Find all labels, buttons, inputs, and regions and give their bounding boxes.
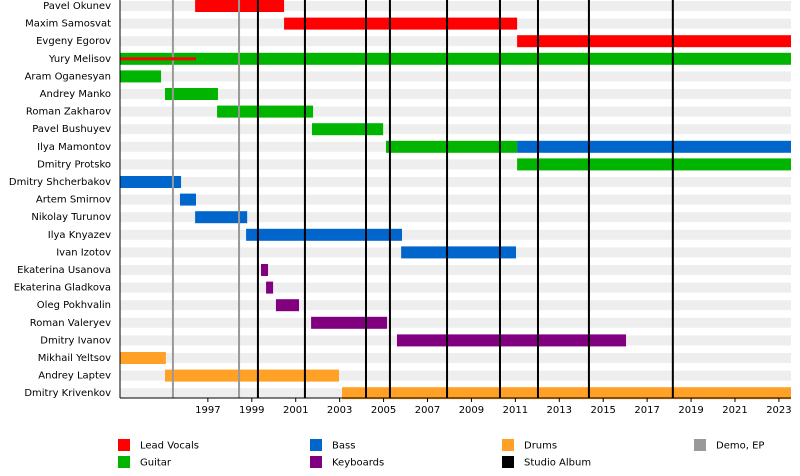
- member-label: Ilya Mamontov: [37, 142, 111, 153]
- x-tick-label: 2015: [590, 405, 615, 416]
- x-tick-label: 2021: [722, 405, 747, 416]
- legend-label: Drums: [524, 441, 557, 452]
- x-tick-label: 2005: [371, 405, 396, 416]
- member-bar: [217, 105, 314, 118]
- x-tick-label: 2007: [415, 405, 440, 416]
- member-bar: [120, 176, 182, 188]
- member-label: Artem Smirnov: [36, 195, 111, 206]
- x-tick-label: 2003: [327, 405, 352, 416]
- member-bar: [284, 17, 518, 30]
- member-label: Roman Valeryev: [30, 318, 111, 329]
- row-stripe: [120, 177, 791, 187]
- member-label: Ekaterina Gladkova: [14, 283, 111, 294]
- member-bar: [311, 316, 388, 329]
- member-label: Pavel Okunev: [43, 1, 111, 12]
- member-bar: [165, 369, 339, 382]
- member-label: Dmitry Protsko: [37, 159, 111, 170]
- legend-label: Demo, EP: [716, 441, 764, 452]
- row-stripe: [120, 71, 791, 82]
- x-tick-label: 2001: [283, 405, 308, 416]
- x-tick-label: 2019: [678, 405, 703, 416]
- member-bar: [246, 228, 403, 241]
- legend-label: Keyboards: [332, 458, 384, 469]
- member-bar: [517, 140, 791, 153]
- member-label: Mikhail Yeltsov: [38, 353, 111, 364]
- x-tick-label: 2013: [547, 405, 572, 416]
- row-stripe: [120, 36, 791, 47]
- member-label: Ilya Knyazev: [48, 230, 111, 241]
- member-label: Andrey Laptev: [38, 371, 111, 382]
- member-bar: [165, 88, 218, 100]
- legend-swatch: [118, 456, 130, 468]
- member-label: Nikolay Turunov: [31, 212, 111, 223]
- row-stripe: [120, 300, 791, 311]
- row-stripe: [120, 282, 791, 293]
- member-label: Dmitry Shcherbakov: [9, 177, 111, 188]
- legend-label: Bass: [332, 441, 355, 452]
- x-tick-label: 2011: [503, 405, 528, 416]
- row-stripe: [120, 159, 791, 170]
- row-stripe: [120, 370, 791, 381]
- row-stripe: [120, 353, 791, 363]
- legend-swatch: [118, 439, 130, 451]
- x-tick-label: 1997: [195, 405, 220, 416]
- member-bar: [401, 246, 517, 259]
- row-stripe: [120, 194, 791, 205]
- member-bar: [311, 123, 384, 136]
- row-stripe: [120, 212, 791, 223]
- legend-label: Lead Vocals: [140, 441, 199, 452]
- row-stripe: [120, 124, 791, 135]
- member-bar: [266, 281, 274, 294]
- member-bar: [120, 52, 791, 65]
- row-stripe: [120, 229, 791, 240]
- x-tick-label: 2009: [459, 405, 484, 416]
- row-stripe: [120, 106, 791, 117]
- member-bar: [179, 193, 196, 206]
- x-tick-label: 2017: [634, 405, 659, 416]
- member-bar: [275, 299, 300, 312]
- legend-swatch: [310, 439, 322, 451]
- member-bar: [517, 158, 791, 171]
- row-stripe: [120, 265, 791, 275]
- legend-swatch: [694, 439, 706, 451]
- row-stripe: [120, 1, 791, 11]
- member-label: Oleg Pokhvalin: [37, 300, 111, 311]
- row-stripe: [120, 89, 791, 99]
- member-label: Ekaterina Usanova: [17, 265, 111, 276]
- member-bar: [120, 70, 162, 83]
- member-label: Roman Zakharov: [26, 107, 111, 118]
- member-label: Dmitry Krivenkov: [24, 388, 111, 399]
- legend-label: Studio Album: [524, 458, 591, 469]
- legend-swatch: [502, 439, 514, 451]
- member-bar: [396, 334, 627, 347]
- x-tick-label: 1999: [239, 405, 264, 416]
- member-bar: [517, 35, 791, 48]
- member-bar: [385, 140, 518, 153]
- member-bar: [120, 352, 166, 364]
- row-stripe: [120, 317, 791, 328]
- legend-swatch: [310, 456, 322, 468]
- legend-swatch: [502, 456, 514, 468]
- member-label: Andrey Manko: [40, 89, 111, 100]
- member-label: Ivan Izotov: [56, 247, 111, 258]
- member-bar: [342, 387, 791, 400]
- legend-label: Guitar: [140, 458, 172, 469]
- member-label: Pavel Bushuyev: [32, 124, 111, 135]
- member-bar: [195, 211, 248, 224]
- member-label: Maxim Samosvat: [25, 19, 111, 30]
- member-label: Evgeny Egorov: [36, 36, 111, 47]
- member-label: Yury Melisov: [48, 54, 111, 65]
- member-label: Dmitry Ivanov: [40, 335, 111, 346]
- x-tick-label: 2023: [766, 405, 791, 416]
- member-label: Aram Oganesyan: [25, 71, 111, 82]
- member-bar: [261, 264, 269, 276]
- member-bar: [120, 57, 196, 61]
